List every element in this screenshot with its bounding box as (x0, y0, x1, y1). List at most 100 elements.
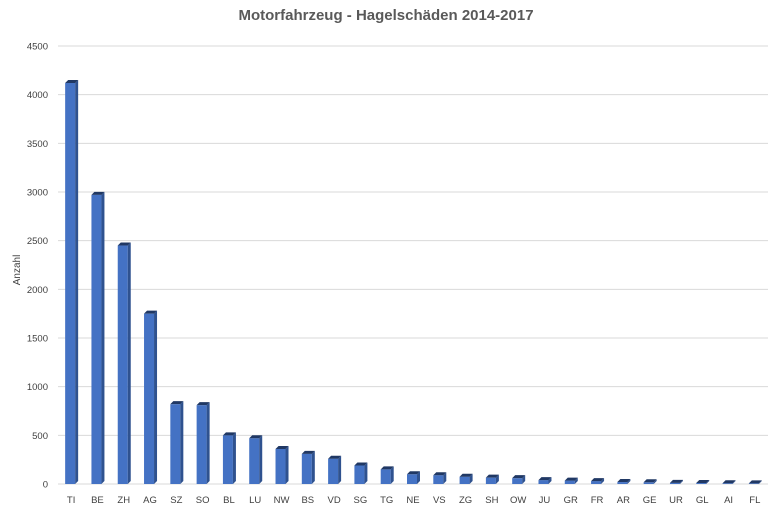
bar-front (196, 405, 207, 484)
bar-side (653, 479, 657, 484)
bar-top (512, 475, 526, 479)
bar-side (127, 242, 131, 484)
bar-side (679, 479, 683, 484)
bar-top (170, 401, 184, 405)
y-tick-label: 0 (43, 480, 48, 491)
bar-side (338, 455, 342, 484)
bar-top (564, 477, 578, 481)
x-tick-label: FR (591, 495, 604, 506)
bar-top (538, 477, 552, 481)
bar-front (328, 458, 339, 484)
x-tick-label: UR (669, 495, 683, 506)
bar-top (485, 474, 499, 478)
y-tick-label: 2000 (27, 285, 48, 296)
y-tick-label: 4000 (27, 90, 48, 101)
bar-side (259, 435, 263, 484)
bar-front (722, 483, 733, 484)
bar-front (485, 477, 496, 484)
bar-gr (564, 477, 578, 484)
bar-fl (748, 480, 762, 484)
bar-side (601, 478, 605, 484)
bar-ju (538, 477, 552, 484)
x-tick-label: TI (67, 495, 75, 506)
bar-front (222, 435, 233, 484)
bar-side (285, 445, 289, 484)
bar-front (144, 313, 155, 484)
bar-top (748, 480, 762, 484)
bar-side (495, 474, 499, 484)
x-tick-label: LU (249, 495, 261, 506)
bar-top (328, 455, 342, 459)
bar-side (75, 79, 79, 484)
bar-top (91, 191, 105, 195)
bar-front (696, 483, 707, 484)
bar-top (617, 479, 631, 483)
bar-side (154, 310, 158, 484)
bar-front (354, 465, 365, 484)
x-tick-label: BS (301, 495, 314, 506)
bar-front (617, 482, 628, 484)
chart-title: Motorfahrzeug - Hagelschäden 2014-2017 (238, 7, 533, 24)
bar-front (249, 438, 260, 484)
bar-front (433, 475, 444, 484)
bar-top (591, 478, 605, 482)
bar-top (144, 310, 158, 314)
x-tick-label: JU (539, 495, 551, 506)
bar-top (196, 402, 210, 406)
bar-top (275, 445, 289, 449)
bar-front (643, 482, 654, 484)
x-tick-label: BE (91, 495, 104, 506)
bar-fr (591, 478, 605, 484)
bar-front (669, 482, 680, 484)
bar-top (407, 471, 420, 475)
bar-top (249, 435, 263, 439)
y-tick-label: 1500 (27, 334, 48, 345)
bar-side (232, 432, 236, 484)
bar-nw (275, 445, 289, 484)
x-tick-label: AR (617, 495, 630, 506)
bar-top (380, 466, 394, 470)
bar-top (669, 479, 683, 483)
x-tick-label: SO (196, 495, 210, 506)
bar-side (390, 466, 394, 484)
bar-front (459, 476, 470, 484)
bar-top (354, 462, 368, 466)
bar-front (170, 404, 181, 484)
bar-side (180, 401, 184, 484)
bar-gl (696, 480, 710, 484)
bar-side (758, 480, 762, 484)
x-tick-label: VS (433, 495, 446, 506)
bar-ge (643, 479, 657, 484)
bar-ar (617, 479, 631, 484)
bar-top (696, 480, 710, 484)
x-tick-label: VD (328, 495, 341, 506)
bar-side (469, 473, 473, 484)
x-tick-label: BL (223, 495, 235, 506)
bar-side (574, 477, 578, 484)
x-tick-label: TG (380, 495, 393, 506)
bar-front (301, 453, 312, 484)
bar-tg (380, 466, 394, 484)
bar-top (222, 432, 236, 436)
bar-front (91, 194, 102, 485)
gridlines (58, 45, 768, 485)
bar-front (748, 483, 759, 484)
y-axis-label: Anzahl (12, 255, 23, 286)
bar-side (522, 475, 526, 484)
bar-vs (433, 472, 447, 484)
bar-front (591, 481, 602, 484)
x-tick-label: GE (643, 495, 657, 506)
bar-bl (222, 432, 236, 484)
bar-side (417, 471, 420, 484)
bar-zh (117, 242, 131, 484)
bar-top (722, 480, 736, 484)
bar-side (101, 191, 105, 485)
bar-vd (328, 455, 342, 484)
x-axis-ticks: TI BE ZH AG SZ SO BL LU NW BS VD SG TG NE VS ZG SH OW JU GR… (67, 495, 760, 506)
bar-ag (144, 310, 158, 484)
x-tick-label: OW (510, 495, 526, 506)
bar-side (732, 480, 736, 484)
bar-so (196, 402, 210, 484)
